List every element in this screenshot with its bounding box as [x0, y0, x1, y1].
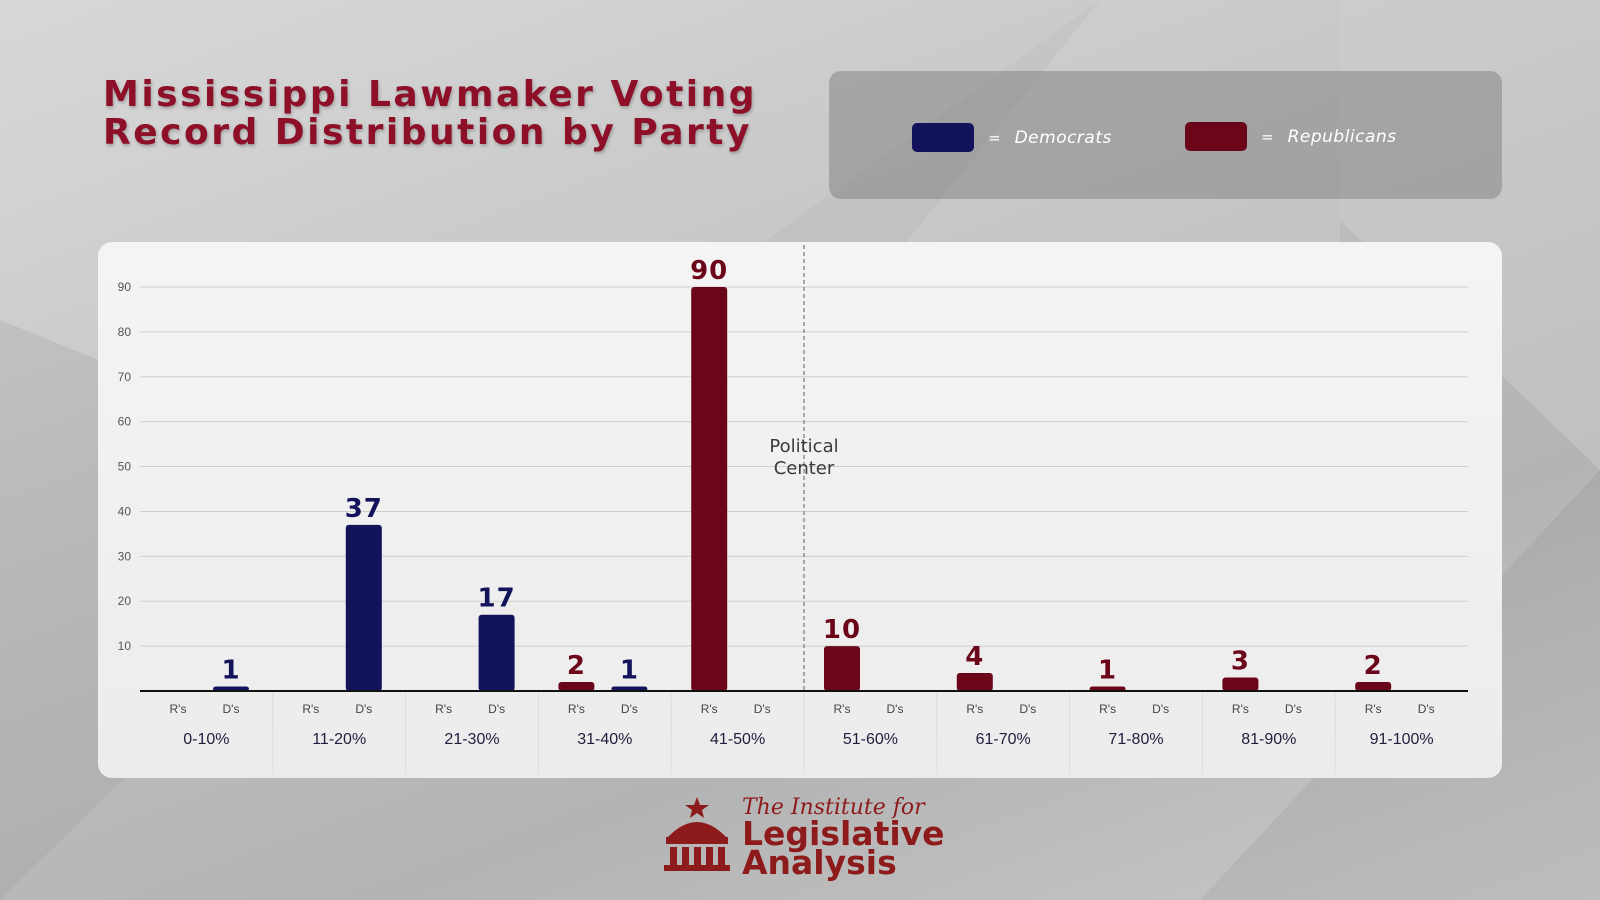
y-tick-label: 70	[118, 370, 132, 384]
category-label: 0-10%	[183, 731, 229, 748]
data-label: 2	[1364, 651, 1383, 681]
data-label: 1	[1098, 656, 1117, 686]
category-label: 51-60%	[843, 731, 898, 748]
category-label: 81-90%	[1241, 731, 1296, 748]
legend-label-republicans: Republicans	[1287, 126, 1397, 147]
data-label: 4	[965, 642, 984, 672]
subcategory-label-d: D's	[1019, 702, 1036, 716]
data-label: 1	[620, 656, 639, 686]
data-label: 10	[823, 615, 861, 645]
category-label: 91-100%	[1370, 731, 1434, 748]
data-label: 17	[478, 584, 516, 614]
subcategory-label-r: R's	[1365, 702, 1382, 716]
subcategory-label-r: R's	[966, 702, 983, 716]
bar-republicans	[956, 673, 993, 691]
bar-democrats	[213, 686, 249, 691]
bar-republicans	[1355, 682, 1392, 691]
category-label: 31-40%	[577, 731, 632, 748]
bar-republicans	[691, 287, 728, 691]
legend-equals: =	[988, 128, 1001, 147]
bar-democrats	[478, 614, 515, 691]
subcategory-label-d: D's	[754, 702, 771, 716]
subcategory-label-d: D's	[488, 702, 505, 716]
subcategory-label-d: D's	[1285, 702, 1302, 716]
logo-line3: Analysis	[742, 843, 897, 882]
y-tick-label: 60	[118, 415, 132, 429]
chart-title: Mississippi Lawmaker Voting Record Distr…	[103, 74, 758, 153]
chart-card: 10 20 30 40 50 60 70 80 90 Political Center 1 R's D's…	[98, 242, 1502, 778]
y-tick-label: 20	[118, 594, 132, 608]
data-label: 90	[690, 256, 728, 286]
bar-democrats	[345, 524, 382, 691]
subcategory-label-r: R's	[701, 702, 718, 716]
y-tick-label: 90	[118, 280, 132, 294]
data-label: 3	[1231, 647, 1250, 677]
subcategory-label-r: R's	[568, 702, 585, 716]
subcategory-label-d: D's	[1418, 702, 1435, 716]
bar-republicans	[824, 646, 860, 691]
category-label: 41-50%	[710, 731, 765, 748]
y-tick-label: 40	[118, 504, 132, 518]
subcategory-label-r: R's	[1099, 702, 1116, 716]
logo-line1: The Institute for	[742, 795, 925, 820]
subcategory-label-r: R's	[170, 702, 187, 716]
republicans-swatch	[1185, 122, 1247, 151]
legend-equals: =	[1261, 127, 1274, 146]
y-tick-label: 10	[118, 639, 132, 653]
y-tick-label: 50	[118, 460, 132, 474]
subcategory-label-d: D's	[355, 702, 372, 716]
institute-logo: The Institute for Legislative Analysis	[664, 795, 964, 885]
subcategory-label-r: R's	[302, 702, 319, 716]
legend-item-democrats: = Democrats	[912, 123, 1112, 152]
data-label: 2	[567, 651, 586, 681]
bar-republicans	[1222, 677, 1259, 691]
logo-line2: Legislative	[742, 814, 945, 853]
bar-republicans	[1089, 686, 1126, 691]
subcategory-label-d: D's	[223, 702, 240, 716]
subcategory-label-r: R's	[834, 702, 851, 716]
category-label: 11-20%	[312, 731, 366, 748]
category-label: 71-80%	[1108, 731, 1163, 748]
subcategory-label-r: R's	[1232, 702, 1249, 716]
category-label: 21-30%	[444, 731, 499, 748]
political-center-label: Political	[769, 436, 838, 457]
democrats-swatch	[912, 123, 974, 152]
legend-item-republicans: = Republicans	[1185, 122, 1397, 151]
subcategory-label-r: R's	[435, 702, 452, 716]
political-center-label: Center	[774, 458, 835, 479]
subcategory-label-d: D's	[621, 702, 638, 716]
bar-democrats	[611, 686, 648, 691]
data-label: 1	[221, 656, 240, 686]
data-label: 37	[345, 494, 383, 524]
category-label: 61-70%	[976, 731, 1031, 748]
subcategory-label-d: D's	[887, 702, 904, 716]
bar-republicans	[558, 682, 595, 691]
legend: = Democrats = Republicans	[829, 71, 1502, 199]
subcategory-label-d: D's	[1152, 702, 1169, 716]
y-tick-label: 80	[118, 325, 132, 339]
capitol-dome-icon	[664, 797, 730, 871]
y-tick-label: 30	[118, 549, 132, 563]
legend-label-democrats: Democrats	[1014, 127, 1112, 148]
